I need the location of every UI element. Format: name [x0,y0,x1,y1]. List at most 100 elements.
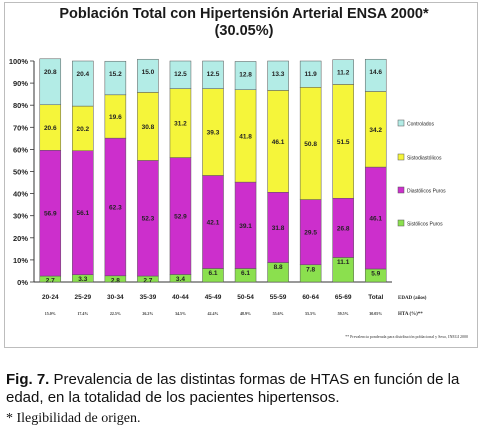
y-tick-label: 90% [13,79,28,88]
y-tick-label: 20% [13,234,28,243]
bar-segment [39,58,62,106]
y-tick-label: 50% [13,168,28,177]
hta-value-label: 17.4% [77,311,88,316]
data-label: 52.3 [142,216,155,223]
caption-label: Fig. 7. [6,371,50,388]
x-tick-label: 50-54 [237,294,254,301]
data-label: 11.1 [337,259,350,266]
data-label: 39.1 [239,223,252,230]
x-tick-label: 60-64 [302,294,319,301]
y-tick-label: 10% [13,256,28,265]
x-tick-label: 45-49 [205,294,222,301]
data-label: 5.9 [371,270,380,277]
data-label: 46.1 [272,139,285,146]
x-tick-label: 30-34 [107,294,124,301]
chart-subtitle: (30.05%) [214,23,274,39]
hta-value-label: 42.4% [208,311,219,316]
data-label: 6.1 [241,270,250,277]
y-tick-label: 0% [17,278,28,287]
data-label: 13.3 [272,71,285,78]
data-label: 7.8 [306,266,315,273]
x-tick-label: 20-24 [42,294,59,301]
data-label: 2.7 [143,278,152,285]
data-label: 8.8 [274,264,283,271]
data-label: 39.3 [207,130,220,137]
bar-segment [202,60,224,89]
chart-title: Población Total con Hipertensión Arteria… [59,6,429,22]
data-label: 31.8 [272,225,285,232]
legend-label: Sistólicos Puros [407,222,443,228]
age-axis-title: EDAD (años) [398,296,427,301]
data-label: 12.8 [239,71,252,78]
data-label: 34.2 [369,127,382,134]
data-label: 51.5 [337,139,350,146]
data-label: 6.1 [208,270,217,277]
y-tick-label: 80% [13,101,28,110]
x-tick-label: Total [368,294,383,301]
bar-segment [234,61,257,90]
hta-value-label: 55.5% [305,311,316,316]
hta-value-label: 34.5% [175,311,186,316]
x-tick-label: 35-39 [140,294,157,301]
hta-value-label: 30.05% [369,311,382,316]
bar-segment [72,60,94,107]
data-label: 52.9 [174,214,187,221]
hta-value-label: 15.0% [45,311,56,316]
legend-swatch [397,219,405,227]
legend-swatch [397,153,405,161]
hta-value-label: 59.5% [338,311,349,316]
data-label: 19.6 [109,114,122,121]
bar-segment [364,58,387,92]
stacked-bar-chart: 0% 10% 20% 30% 40% 50% 60% 70% 80% 90% 100% 2.7 56.9… [9,57,468,340]
legend-label: Controlados [407,122,434,128]
data-label: 2.8 [111,277,120,284]
data-label: 62.3 [109,204,122,211]
hta-value-label: 55.6% [273,311,284,316]
data-label: 2.7 [46,278,55,285]
bar-segment [104,60,127,96]
data-label: 3.4 [176,276,185,283]
bar-segment [332,59,354,85]
legend-swatch [397,119,405,127]
data-label: 50.8 [304,141,317,148]
data-label: 14.6 [369,69,382,76]
data-label: 15.2 [109,71,122,78]
figure-caption: Fig. 7. Prevalencia de las distintas for… [6,371,482,407]
illegibility-note: * Ilegibilidad de origen. [6,411,141,426]
hta-value-label: 48.9% [240,311,251,316]
data-label: 56.9 [44,211,57,218]
y-tick-label: 60% [13,145,28,154]
chart-footnote: ** Prevalencia ponderada para distribuci… [345,334,468,340]
y-tick-label: 30% [13,212,28,221]
bar-segment [169,60,192,89]
y-tick-label: 70% [13,123,28,132]
x-tick-label: 40-44 [172,294,189,301]
caption-text: Prevalencia de las distintas formas de H… [6,371,460,406]
legend-label: Sistodiastólicos [407,156,442,162]
hta-value-label: 22.5% [110,311,121,316]
data-label: 20.4 [76,71,89,78]
data-label: 20.2 [76,126,89,133]
hta-value-label: 26.2% [142,311,153,316]
data-label: 20.6 [44,125,57,132]
data-label: 20.8 [44,69,57,76]
bar-segment [137,58,159,93]
data-label: 26.8 [337,225,350,232]
x-tick-label: 55-59 [270,294,287,301]
x-tick-label: 65-69 [335,294,352,301]
data-label: 15.0 [142,69,155,76]
data-label: 41.8 [239,133,252,140]
x-tick-label: 25-29 [75,294,92,301]
hta-row-title: HTA (%)** [398,312,423,317]
data-label: 11.9 [304,71,317,78]
y-tick-label: 100% [9,57,29,66]
bar-segment [267,60,289,91]
data-label: 42.1 [207,219,220,226]
data-label: 46.1 [369,216,382,223]
data-label: 30.8 [142,124,155,131]
bar-segment [299,60,322,88]
data-label: 11.2 [337,70,350,77]
data-label: 56.1 [76,210,89,217]
y-tick-label: 40% [13,190,28,199]
data-label: 12.5 [174,71,187,78]
